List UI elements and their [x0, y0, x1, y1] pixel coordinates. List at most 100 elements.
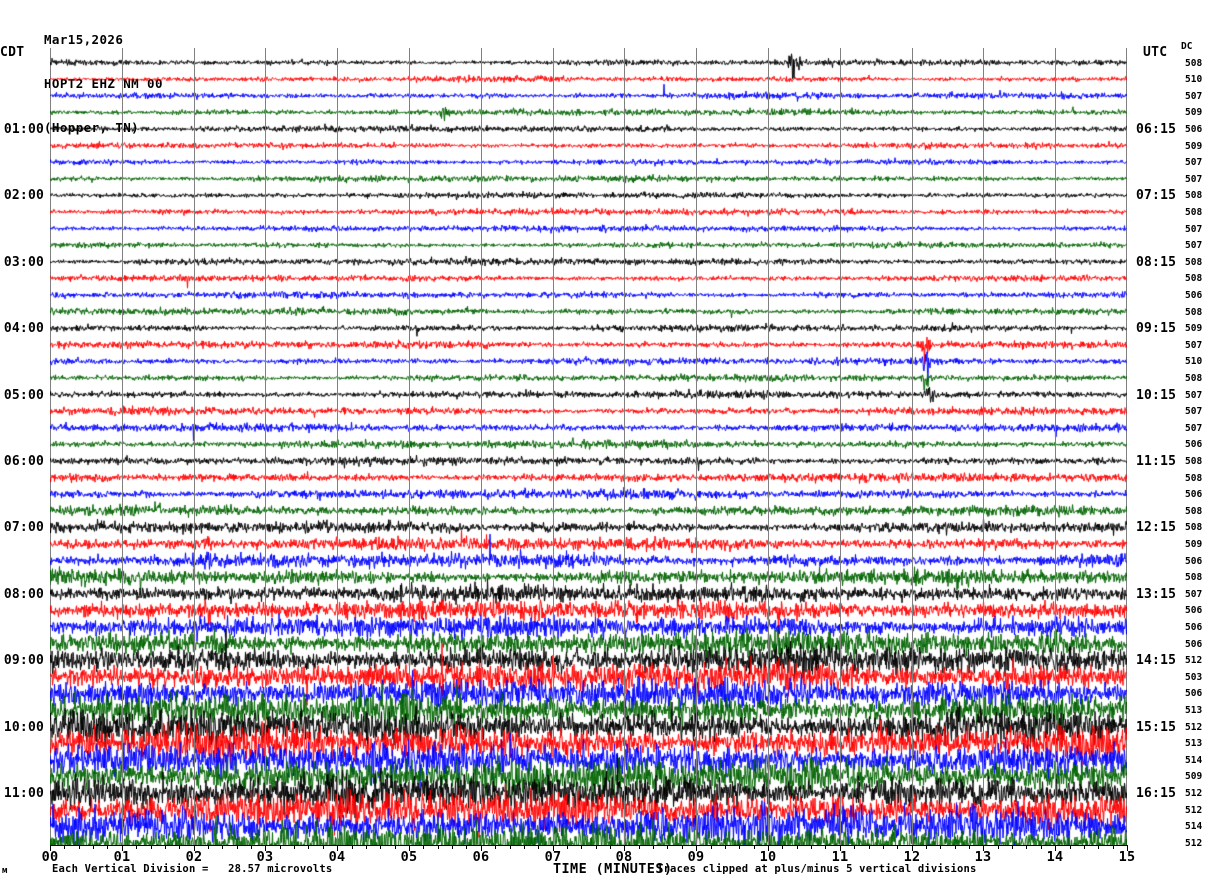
header-date: Mar15,2026 — [44, 32, 124, 48]
axis-tick-00 — [50, 845, 51, 851]
corner-mark: м — [2, 866, 8, 876]
dc-value: 508 — [1185, 207, 1203, 218]
right-hour-label-1215: 12:15 — [1136, 520, 1177, 535]
axis-minor-tick — [136, 845, 137, 849]
dc-value: 512 — [1185, 805, 1203, 816]
dc-value: 507 — [1185, 174, 1203, 185]
axis-minor-tick — [811, 845, 812, 849]
dc-value: 509 — [1185, 141, 1203, 152]
x-axis-line — [50, 845, 1128, 846]
axis-minor-tick — [955, 845, 956, 849]
axis-minor-tick — [639, 845, 640, 849]
axis-minor-tick — [782, 845, 783, 849]
dc-value: 514 — [1185, 821, 1203, 832]
clip-note: Traces clipped at plus/minus 5 vertical … — [657, 863, 977, 875]
gridline-minute-13 — [983, 48, 984, 845]
axis-minor-tick — [869, 845, 870, 849]
right-hour-label-1615: 16:15 — [1136, 786, 1177, 801]
axis-minor-tick — [653, 845, 654, 849]
gridline-minute-12 — [912, 48, 913, 845]
dc-value: 508 — [1185, 190, 1203, 201]
axis-tick-label-02: 02 — [185, 849, 203, 865]
axis-minor-tick — [883, 845, 884, 849]
left-hour-label-0100: 01:00 — [3, 122, 44, 137]
gridline-minute-3 — [265, 48, 266, 845]
axis-tick-15 — [1127, 845, 1128, 851]
axis-minor-tick — [1070, 845, 1071, 849]
axis-tick-13 — [983, 845, 984, 851]
axis-minor-tick — [280, 845, 281, 849]
axis-minor-tick — [596, 845, 597, 849]
gridline-minute-7 — [553, 48, 554, 845]
axis-tick-label-05: 05 — [400, 849, 418, 865]
right-hour-label-1315: 13:15 — [1136, 587, 1177, 602]
axis-tick-01 — [122, 845, 123, 851]
dc-value: 512 — [1185, 838, 1203, 849]
dc-value: 513 — [1185, 705, 1203, 716]
axis-tick-label-12: 12 — [903, 849, 921, 865]
axis-minor-tick — [107, 845, 108, 849]
dc-value: 512 — [1185, 788, 1203, 799]
seismogram-traces — [50, 48, 1127, 845]
axis-tick-label-13: 13 — [974, 849, 992, 865]
left-hour-label-1100: 11:00 — [3, 786, 44, 801]
gridline-minute-9 — [696, 48, 697, 845]
left-hour-label-0300: 03:00 — [3, 255, 44, 270]
axis-minor-tick — [739, 845, 740, 849]
axis-minor-tick — [222, 845, 223, 849]
axis-minor-tick — [294, 845, 295, 849]
gridline-minute-4 — [337, 48, 338, 845]
dc-value: 508 — [1185, 373, 1203, 384]
axis-tick-10 — [768, 845, 769, 851]
axis-tick-label-10: 10 — [759, 849, 777, 865]
axis-tick-label-04: 04 — [328, 849, 346, 865]
axis-minor-tick — [1026, 845, 1027, 849]
axis-tick-label-11: 11 — [831, 849, 849, 865]
dc-value: 508 — [1185, 456, 1203, 467]
axis-tick-09 — [696, 845, 697, 851]
gridline-minute-1 — [122, 48, 123, 845]
axis-tick-label-15: 15 — [1118, 849, 1136, 865]
axis-minor-tick — [64, 845, 65, 849]
left-hour-label-0700: 07:00 — [3, 520, 44, 535]
dc-value: 509 — [1185, 107, 1203, 118]
dc-value: 513 — [1185, 738, 1203, 749]
dc-value: 506 — [1185, 439, 1203, 450]
dc-value: 507 — [1185, 240, 1203, 251]
gridline-minute-6 — [481, 48, 482, 845]
dc-value: 510 — [1185, 74, 1203, 85]
left-hour-label-0600: 06:00 — [3, 454, 44, 469]
axis-tick-06 — [481, 845, 482, 851]
axis-tick-04 — [337, 845, 338, 851]
dc-value: 508 — [1185, 506, 1203, 517]
left-hour-label-0500: 05:00 — [3, 388, 44, 403]
axis-tick-label-00: 00 — [41, 849, 59, 865]
axis-minor-tick — [208, 845, 209, 849]
axis-tick-11 — [840, 845, 841, 851]
axis-minor-tick — [151, 845, 152, 849]
dc-value: 509 — [1185, 323, 1203, 334]
right-hour-label-1115: 11:15 — [1136, 454, 1177, 469]
dc-value: 507 — [1185, 91, 1203, 102]
dc-value: 506 — [1185, 124, 1203, 135]
dc-value: 506 — [1185, 639, 1203, 650]
right-hour-label-1015: 10:15 — [1136, 388, 1177, 403]
dc-value: 508 — [1185, 257, 1203, 268]
axis-minor-tick — [567, 845, 568, 849]
dc-value: 508 — [1185, 473, 1203, 484]
dc-value: 508 — [1185, 307, 1203, 318]
axis-minor-tick — [79, 845, 80, 849]
axis-tick-label-14: 14 — [1046, 849, 1064, 865]
axis-tick-02 — [194, 845, 195, 851]
axis-minor-tick — [510, 845, 511, 849]
axis-minor-tick — [237, 845, 238, 849]
axis-minor-tick — [495, 845, 496, 849]
axis-minor-tick — [1041, 845, 1042, 849]
axis-tick-label-01: 01 — [113, 849, 131, 865]
axis-tick-label-08: 08 — [615, 849, 633, 865]
axis-tick-05 — [409, 845, 410, 851]
dc-value: 514 — [1185, 755, 1203, 766]
axis-minor-tick — [725, 845, 726, 849]
dc-value: 507 — [1185, 406, 1203, 417]
